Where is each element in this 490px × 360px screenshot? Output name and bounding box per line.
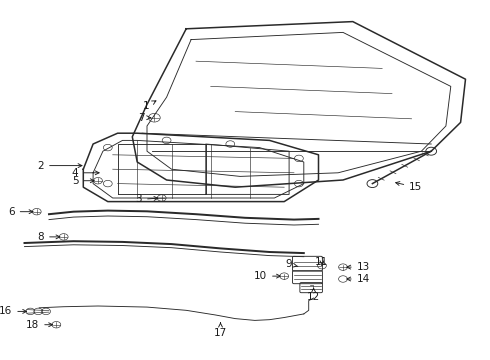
Text: 18: 18 <box>26 320 52 330</box>
Text: 9: 9 <box>286 259 298 269</box>
Text: 6: 6 <box>8 207 33 217</box>
Text: 8: 8 <box>37 232 60 242</box>
Text: 7: 7 <box>138 113 150 123</box>
Text: 5: 5 <box>72 176 94 186</box>
Text: 17: 17 <box>214 323 227 338</box>
Text: 12: 12 <box>307 288 320 302</box>
Text: 3: 3 <box>135 194 158 204</box>
Text: 13: 13 <box>347 262 370 272</box>
Text: 4: 4 <box>72 168 99 178</box>
Text: 2: 2 <box>37 161 82 171</box>
Text: 15: 15 <box>396 181 422 192</box>
Text: 1: 1 <box>143 101 156 111</box>
Text: 11: 11 <box>315 257 329 267</box>
Text: 16: 16 <box>0 306 26 316</box>
Text: 10: 10 <box>254 271 280 281</box>
Text: 14: 14 <box>347 274 370 284</box>
